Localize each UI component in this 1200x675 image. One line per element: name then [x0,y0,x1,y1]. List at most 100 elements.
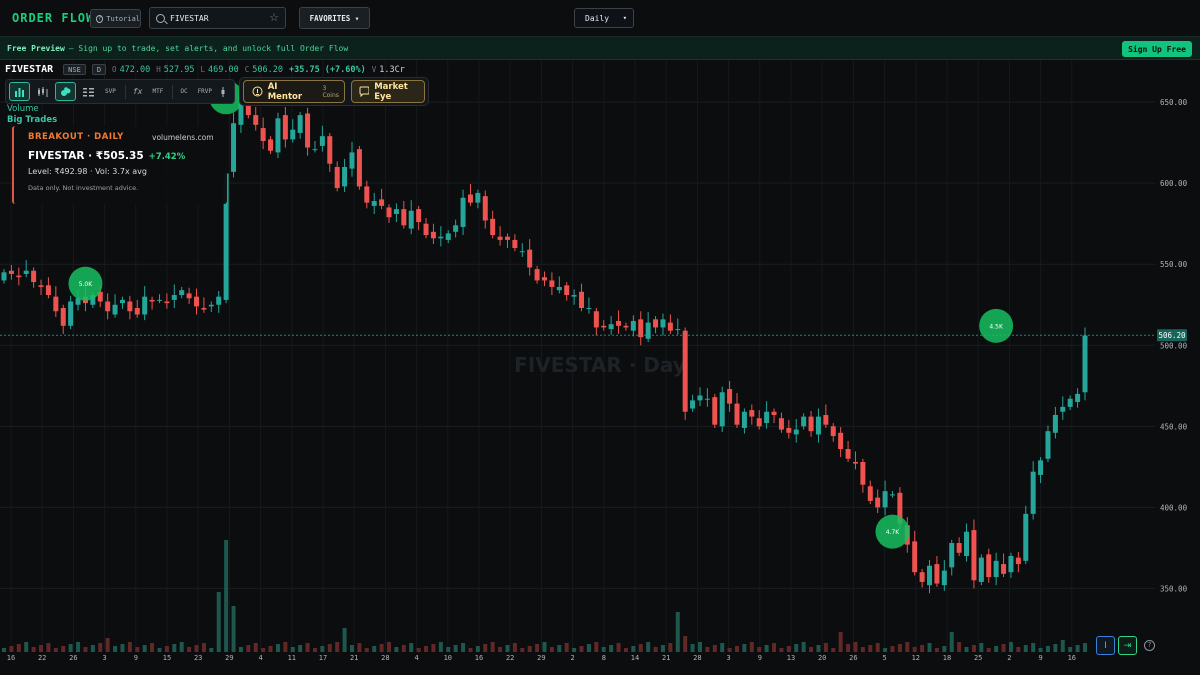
volume-bar [372,646,377,652]
volume-bar [83,647,88,652]
ohlc-legend: FIVESTAR NSE D O 472.00 H 527.95 L 469.0… [5,64,405,75]
x-tick-label: 15 [163,654,171,662]
volume-bar [868,645,873,652]
candle-body [134,307,140,315]
candle-body [416,209,422,223]
volume-bar [586,644,591,652]
candle-body [282,115,288,140]
x-tick-label: 5 [882,654,886,662]
candlestick-chart[interactable]: FIVESTAR · Day506.205.0K4.5K4.7K4.5K650.… [0,60,1200,675]
volume-bar [1001,644,1006,652]
search-input[interactable] [170,13,265,23]
candle-body [1067,398,1073,407]
big-trades-indicator-label[interactable]: Big Trades [7,115,58,125]
candle-body [1023,513,1029,561]
volume-bar [1060,640,1065,652]
help-button[interactable]: ? [1140,636,1159,655]
symbol-name: FIVESTAR [5,64,54,75]
market-eye-button[interactable]: Market Eye [351,80,425,103]
fx-tool[interactable]: fx [132,87,143,96]
candle-body [490,218,496,236]
candle-body [956,543,962,553]
candle-body [364,186,370,203]
volume-bar [113,646,118,652]
candle-body [290,129,296,140]
ai-coins-label: 3 Coins [322,84,339,99]
candle-body [8,270,14,274]
volume-bar [512,643,517,652]
candle-body [349,152,355,169]
brand-logo[interactable]: ORDER FLOW [12,11,95,25]
candle-body [1060,406,1066,412]
candle-body [527,249,533,268]
volume-bar [1053,644,1058,652]
candle-body [16,275,22,278]
sign-up-button[interactable]: Sign Up Free [1122,41,1192,57]
go-to-latest-button[interactable]: ⇥ [1118,636,1137,655]
volume-bar [653,647,658,652]
volume-bar [838,632,843,652]
price-chart[interactable]: FIVESTAR · Day506.205.0K4.5K4.7K4.5K650.… [0,60,1200,675]
volume-bar [638,644,643,652]
mtf-tool[interactable]: MTF [152,88,164,95]
candles-tool[interactable] [32,82,53,101]
candle-width-tool[interactable] [218,82,228,101]
favorites-button[interactable]: FAVORITES ▾ [299,7,370,29]
volume-bar [594,642,599,652]
volume-bar [668,643,673,652]
volume-bar [831,648,836,652]
frvp-tool[interactable]: FRVP [197,88,213,95]
candle-body [31,270,37,283]
volume-bar [1045,646,1050,652]
candle-body [194,296,200,307]
exchange-tag: NSE [63,64,86,75]
candle-body [356,149,362,187]
timeframe-select[interactable]: Daily ▾ [574,8,634,28]
oc-tool[interactable]: OC [180,88,188,95]
candle-body [638,319,644,338]
volume-bar [949,632,954,652]
measure-button[interactable]: I [1096,636,1115,655]
candle-body [964,531,970,556]
tutorial-button[interactable]: ? Tutorial [90,9,141,28]
candle-body [497,236,503,240]
high-label: H [156,65,161,74]
svp-tool[interactable]: SVP [105,88,116,95]
footprint-tool[interactable] [78,82,99,101]
candle-body [268,139,274,151]
volume-bar [735,646,740,652]
candle-body [927,565,933,586]
volume-bar [779,648,784,652]
symbol-search[interactable]: ☆ [149,7,286,29]
x-tick-label: 22 [38,654,46,662]
candle-body [653,319,659,328]
volume-bar [794,644,799,652]
candle-body [231,123,237,172]
volume-bar [912,647,917,652]
bubbles-tool[interactable] [55,82,76,101]
volume-bar [875,643,880,652]
breakout-alert-card[interactable]: BREAKOUT · DAILY volumelens.com FIVESTAR… [12,126,227,204]
ai-mentor-button[interactable]: AI Mentor 3 Coins [243,80,345,103]
candle-body [919,572,925,582]
volume-bar [379,644,384,652]
volume-bar [764,645,769,652]
candle-body [682,330,688,412]
candle-body [504,236,510,240]
x-tick-label: 29 [225,654,233,662]
volume-bars-tool[interactable] [9,82,30,101]
star-icon[interactable]: ☆ [269,11,279,24]
volume-indicator-label[interactable]: Volume [7,104,39,114]
x-tick-label: 29 [537,654,545,662]
x-tick-label: 9 [758,654,762,662]
close-value: 506.20 [252,64,283,75]
x-tick-label: 21 [662,654,670,662]
volume-bar [490,642,495,652]
x-tick-label: 28 [693,654,701,662]
volume-bar [786,646,791,652]
x-tick-label: 3 [726,654,730,662]
banner-text: — Sign up to trade, set alerts, and unlo… [68,43,349,53]
volume-bar [579,646,584,652]
candle-body [660,319,666,328]
volume-bar [246,645,251,652]
